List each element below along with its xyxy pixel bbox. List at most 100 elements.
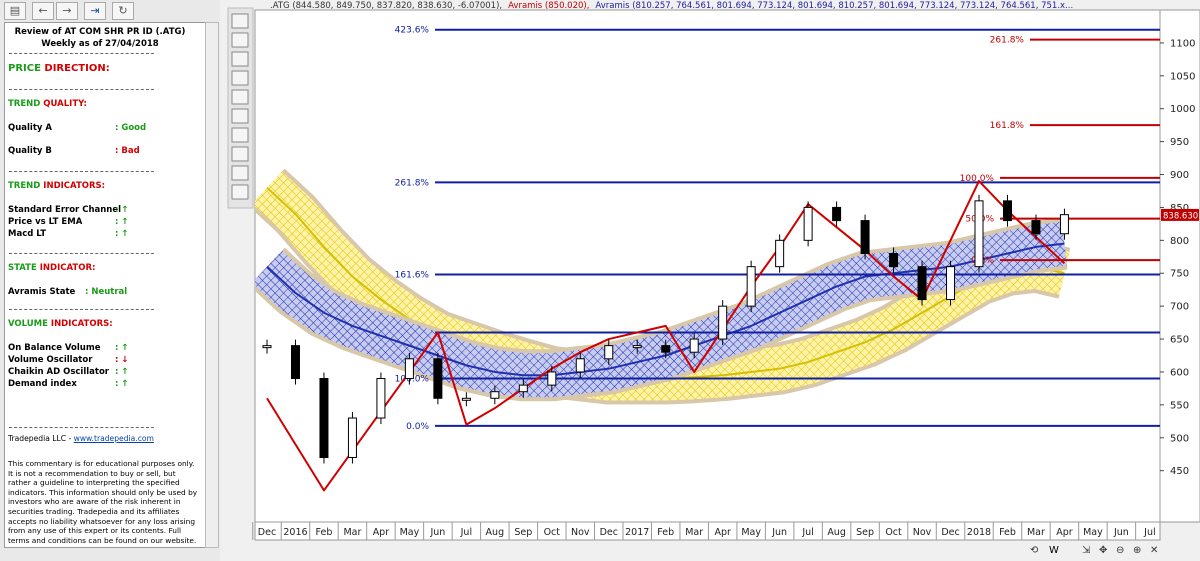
y-tick-label: 550 xyxy=(1170,400,1189,411)
candle xyxy=(376,378,386,419)
y-tick-label: 1100 xyxy=(1170,38,1195,49)
x-tick-label: Feb xyxy=(316,527,333,538)
section-heading: PRICE DIRECTION: xyxy=(8,63,110,74)
axes: 450 500 550 600 650 700 750 800 850 900 950 1000 105… xyxy=(252,38,1199,540)
indicator-label: Demand index xyxy=(8,379,77,389)
y-tick-label: 750 xyxy=(1170,269,1189,280)
separator xyxy=(9,53,154,54)
fib-label: 261.8% xyxy=(990,36,1025,46)
y-tick-label: 1050 xyxy=(1170,71,1195,82)
section-heading: TREND QUALITY: xyxy=(8,99,87,109)
y-tick-label: 450 xyxy=(1170,466,1189,477)
x-tick-label: 2017 xyxy=(625,527,649,538)
toolbar-icon[interactable]: ⊕ xyxy=(1133,545,1141,556)
x-tick-label: May xyxy=(1083,527,1103,538)
x-tick-label: Jun xyxy=(429,527,445,538)
candle xyxy=(718,305,728,340)
y-tick-label: 850 xyxy=(1170,203,1189,214)
heading-b: INDICATORS: xyxy=(43,181,106,191)
x-tick-label: May xyxy=(400,527,420,538)
candle xyxy=(661,345,671,353)
section-heading: STATE INDICATOR: xyxy=(8,263,95,273)
tool-icons xyxy=(231,13,249,200)
candle xyxy=(689,338,699,353)
candle xyxy=(404,358,414,380)
toolbar-icon[interactable]: ⊖ xyxy=(1116,545,1124,556)
separator xyxy=(9,171,154,172)
x-tick-label: Jul xyxy=(460,527,472,538)
candle xyxy=(803,206,813,241)
x-tick-label: May xyxy=(741,527,761,538)
tool-button[interactable] xyxy=(231,165,249,181)
candle xyxy=(775,239,785,268)
toolbar-icon[interactable]: ⇲ xyxy=(1082,545,1091,556)
x-tick-label: Dec xyxy=(258,527,276,538)
report-subtitle: Weekly as of 27/04/2018 xyxy=(41,39,159,49)
chart-window: .ATG (844.580, 849.750, 837.820, 838.630… xyxy=(220,0,1200,561)
indicator-label: Quality A xyxy=(8,123,52,133)
company-line: Tradepedia LLC - www.tradepedia.com xyxy=(8,434,154,443)
indicator-value: : ↑ xyxy=(115,343,129,353)
indicator-value: : ↑ xyxy=(115,205,129,215)
indicator-value: : Good xyxy=(115,123,147,133)
indicator-value: : Bad xyxy=(115,146,140,156)
tool-button[interactable] xyxy=(231,89,249,105)
menu-button[interactable]: ▤ xyxy=(4,2,26,20)
separator xyxy=(9,427,154,428)
back-button[interactable]: ← xyxy=(32,2,54,20)
x-tick-label: Mar xyxy=(685,527,703,538)
x-tick-label: Sep xyxy=(514,527,532,538)
x-tick-label: Apr xyxy=(1056,527,1073,538)
tool-button[interactable] xyxy=(231,127,249,143)
candle xyxy=(1059,214,1069,235)
indicator-line xyxy=(266,180,1066,492)
x-tick-label: Dec xyxy=(600,527,618,538)
tool-button[interactable] xyxy=(231,51,249,67)
website-link[interactable]: www.tradepedia.com xyxy=(73,434,154,443)
indicator-label: Volume Oscillator xyxy=(8,355,93,365)
heading-b: QUALITY: xyxy=(43,99,87,109)
pin-button[interactable]: ⇥ xyxy=(84,2,106,20)
indicator-value: : ↓ xyxy=(115,355,129,365)
toolbar-icon[interactable]: ✥ xyxy=(1099,545,1107,556)
fib-label: 100.0% xyxy=(960,174,995,184)
time-axis xyxy=(254,521,1161,541)
tool-button[interactable] xyxy=(231,108,249,124)
tool-button[interactable] xyxy=(231,146,249,162)
y-tick-label: 600 xyxy=(1170,367,1189,378)
disclaimer: This commentary is for educational purpo… xyxy=(8,459,198,545)
x-tick-label: Nov xyxy=(571,527,590,538)
fib-label: 0.0% xyxy=(406,422,429,432)
candle xyxy=(433,358,443,399)
candle xyxy=(1031,220,1041,235)
tool-button[interactable] xyxy=(231,70,249,86)
tool-button[interactable] xyxy=(231,32,249,48)
x-tick-label: Jun xyxy=(1113,527,1129,538)
candle xyxy=(917,266,927,301)
period-button[interactable]: W xyxy=(1049,545,1059,556)
toolbar-icon[interactable]: ⟲ xyxy=(1030,545,1039,556)
plot: 423.6% 261.8% 161.6% 100.0% 0.0% 261.8% 161.8%… xyxy=(255,26,1160,492)
x-tick-label: Oct xyxy=(885,527,902,538)
scrollbar[interactable] xyxy=(205,22,219,548)
bottom-toolbar: ⟲ ⇲ ✥ ⊖ ⊕ ✕ xyxy=(1030,545,1158,556)
heading-a: TREND xyxy=(8,181,41,191)
separator xyxy=(9,89,154,90)
sidebar: ▤ ← → ⇥ ↻ Review of AT COM SHR PR ID (.A… xyxy=(0,0,221,561)
tool-button[interactable] xyxy=(231,184,249,200)
candle xyxy=(262,345,272,349)
forward-button[interactable]: → xyxy=(56,2,78,20)
refresh-button[interactable]: ↻ xyxy=(112,2,134,20)
candle xyxy=(461,397,471,401)
toolbar-icon[interactable]: ✕ xyxy=(1150,545,1158,556)
indicator-label: Avramis State xyxy=(8,287,76,297)
tool-button[interactable] xyxy=(231,13,249,29)
candle xyxy=(319,378,329,459)
candle xyxy=(347,417,357,459)
fib-label: 161.6% xyxy=(395,271,430,281)
separator xyxy=(9,253,154,254)
last-price-box xyxy=(1161,208,1199,221)
price-axis xyxy=(1159,9,1200,523)
y-tick-label: 950 xyxy=(1170,137,1189,148)
